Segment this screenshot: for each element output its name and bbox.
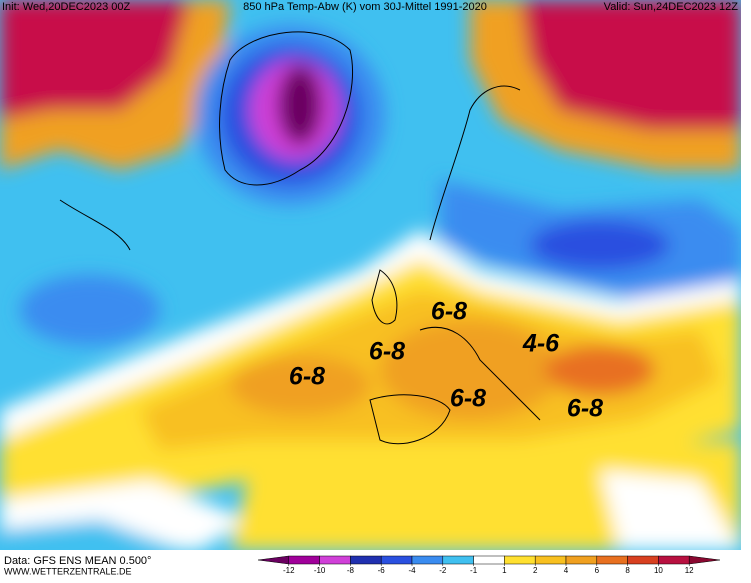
colorbar-segment	[319, 555, 351, 565]
colorbar-tick-label: -4	[408, 566, 416, 575]
colorbar-tick-label: 6	[595, 566, 600, 575]
annotation: 4-6	[522, 330, 560, 358]
colorbar-segment	[380, 555, 413, 565]
data-source: Data: GFS ENS MEAN 0.500°	[4, 555, 151, 567]
colorbar-tick-label: -12	[283, 566, 295, 575]
colorbar-segment	[565, 555, 598, 565]
website: WWW.WETTERZENTRALE.DE	[4, 566, 132, 576]
colorbar-tick-label: -6	[378, 566, 386, 575]
colorbar-tick-label: 8	[625, 566, 630, 575]
colorbar-tick-label: -10	[314, 566, 326, 575]
colorbar-tick-label: -8	[347, 566, 355, 575]
colorbar-tick-label: 2	[533, 566, 538, 575]
colorbar-tick-label: 10	[654, 566, 663, 575]
colorbar-segment	[504, 555, 536, 565]
colorbar-segment	[688, 555, 721, 565]
colorbar-segment	[658, 555, 690, 565]
annotation: 6-8	[431, 298, 467, 326]
colorbar-tick-label: -2	[439, 566, 447, 575]
colorbar-tick-label: -1	[470, 566, 478, 575]
map-title: 850 hPa Temp-Abw (K) vom 30J-Mittel 1991…	[243, 1, 487, 13]
colorbar-segment	[473, 555, 505, 565]
colorbar-segment	[350, 555, 382, 565]
colorbar: -12 -10 -8 -6 -4 -2 -1 1 2 4 6 8 10 12	[257, 555, 721, 575]
annotation: 6-8	[450, 385, 486, 413]
colorbar-segment	[288, 555, 320, 565]
colorbar-segment	[534, 555, 567, 565]
colorbar-tick-label: 12	[685, 566, 694, 575]
annotation: 6-8	[567, 395, 603, 423]
colorbar-tick-label: 1	[502, 566, 507, 575]
colorbar-segment	[627, 555, 659, 565]
init-label: Init: Wed,20DEC2023 00Z	[2, 1, 130, 13]
colorbar-segment	[442, 555, 474, 565]
colorbar-segment	[596, 555, 628, 565]
colorbar-segment	[411, 555, 444, 565]
annotation: 6-8	[369, 338, 405, 366]
annotation: 6-8	[289, 363, 325, 391]
valid-label: Valid: Sun,24DEC2023 12Z	[604, 1, 739, 13]
colorbar-tick-label: 4	[564, 566, 569, 575]
anomaly-map	[0, 0, 741, 550]
